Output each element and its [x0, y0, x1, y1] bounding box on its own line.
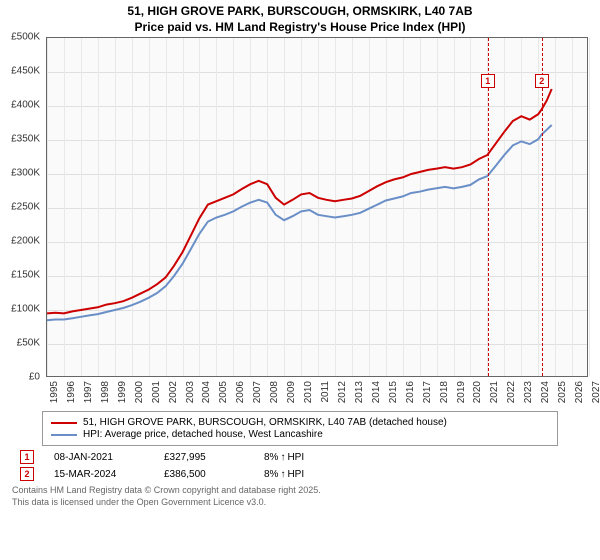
sale-date: 15-MAR-2024	[54, 469, 144, 480]
x-tick-label: 2024	[540, 381, 551, 403]
x-tick-label: 2027	[591, 381, 600, 403]
title-address: 51, HIGH GROVE PARK, BURSCOUGH, ORMSKIRK…	[0, 4, 600, 20]
x-tick-label: 2019	[456, 381, 467, 403]
legend-label: 51, HIGH GROVE PARK, BURSCOUGH, ORMSKIRK…	[83, 417, 447, 428]
x-tick-label: 2026	[574, 381, 585, 403]
x-tick-label: 2011	[320, 381, 331, 403]
sale-row: 2 15-MAR-2024 £386,500 8% ↑ HPI	[20, 467, 580, 481]
x-tick-label: 1996	[66, 381, 77, 403]
x-tick-label: 2017	[422, 381, 433, 403]
sales-table: 1 08-JAN-2021 £327,995 8% ↑ HPI 2 15-MAR-2024…	[20, 450, 580, 481]
x-tick-label: 2004	[201, 381, 212, 403]
sale-marker-line	[542, 38, 543, 376]
sale-pct: 8%	[264, 452, 278, 463]
footer: Contains HM Land Registry data © Crown c…	[12, 485, 588, 508]
x-tick-label: 2007	[252, 381, 263, 403]
x-tick-label: 2006	[235, 381, 246, 403]
x-tick-label: 2001	[151, 381, 162, 403]
legend-swatch	[51, 422, 77, 424]
x-tick-label: 2012	[337, 381, 348, 403]
series-price_paid	[47, 89, 552, 313]
x-tick-label: 2023	[523, 381, 534, 403]
x-tick-label: 2016	[405, 381, 416, 403]
legend-row: HPI: Average price, detached house, West…	[51, 429, 549, 440]
footer-line2: This data is licensed under the Open Gov…	[12, 497, 588, 509]
sale-marker-box: 2	[535, 74, 549, 88]
up-arrow-icon: ↑	[280, 469, 285, 480]
sale-pct: 8%	[264, 469, 278, 480]
legend-label: HPI: Average price, detached house, West…	[83, 429, 323, 440]
x-tick-label: 2010	[303, 381, 314, 403]
sale-row: 1 08-JAN-2021 £327,995 8% ↑ HPI	[20, 450, 580, 464]
x-tick-label: 2022	[506, 381, 517, 403]
title-block: 51, HIGH GROVE PARK, BURSCOUGH, ORMSKIRK…	[0, 0, 600, 37]
sale-price: £327,995	[164, 452, 244, 463]
x-tick-label: 2003	[185, 381, 196, 403]
y-tick-label: £450K	[0, 66, 40, 77]
y-tick-label: £400K	[0, 100, 40, 111]
y-tick-label: £150K	[0, 270, 40, 281]
y-tick-label: £50K	[0, 338, 40, 349]
title-subtitle: Price paid vs. HM Land Registry's House …	[0, 20, 600, 36]
y-tick-label: £100K	[0, 304, 40, 315]
x-tick-label: 2013	[354, 381, 365, 403]
x-tick-label: 1997	[83, 381, 94, 403]
x-tick-label: 2015	[388, 381, 399, 403]
up-arrow-icon: ↑	[280, 452, 285, 463]
x-tick-label: 2008	[269, 381, 280, 403]
sale-date: 08-JAN-2021	[54, 452, 144, 463]
x-tick-label: 2020	[472, 381, 483, 403]
sale-hpi-delta: 8% ↑ HPI	[264, 469, 304, 480]
sale-marker-line	[488, 38, 489, 376]
sale-price: £386,500	[164, 469, 244, 480]
footer-line1: Contains HM Land Registry data © Crown c…	[12, 485, 588, 497]
plot-area: 12	[46, 37, 588, 377]
line-svg	[47, 38, 589, 378]
y-tick-label: £350K	[0, 134, 40, 145]
legend-swatch	[51, 434, 77, 436]
sale-note-label: HPI	[287, 469, 304, 480]
x-tick-label: 1999	[117, 381, 128, 403]
sale-note-label: HPI	[287, 452, 304, 463]
x-tick-label: 2000	[134, 381, 145, 403]
y-tick-label: £300K	[0, 168, 40, 179]
x-tick-label: 2005	[218, 381, 229, 403]
y-tick-label: £200K	[0, 236, 40, 247]
x-tick-label: 2002	[168, 381, 179, 403]
chart-container: 51, HIGH GROVE PARK, BURSCOUGH, ORMSKIRK…	[0, 0, 600, 560]
y-tick-label: £500K	[0, 32, 40, 43]
x-tick-label: 2014	[371, 381, 382, 403]
y-tick-label: £0	[0, 372, 40, 383]
sale-marker-box: 1	[481, 74, 495, 88]
x-tick-label: 2025	[557, 381, 568, 403]
series-hpi	[47, 125, 552, 320]
sale-row-marker: 2	[20, 467, 34, 481]
x-tick-label: 2009	[286, 381, 297, 403]
legend: 51, HIGH GROVE PARK, BURSCOUGH, ORMSKIRK…	[42, 411, 558, 446]
x-tick-label: 1998	[100, 381, 111, 403]
x-tick-label: 2021	[489, 381, 500, 403]
legend-row: 51, HIGH GROVE PARK, BURSCOUGH, ORMSKIRK…	[51, 417, 549, 428]
x-tick-label: 2018	[439, 381, 450, 403]
y-tick-label: £250K	[0, 202, 40, 213]
sale-hpi-delta: 8% ↑ HPI	[264, 452, 304, 463]
x-tick-label: 1995	[49, 381, 60, 403]
chart-area: £0£50K£100K£150K£200K£250K£300K£350K£400…	[46, 37, 588, 407]
sale-row-marker: 1	[20, 450, 34, 464]
